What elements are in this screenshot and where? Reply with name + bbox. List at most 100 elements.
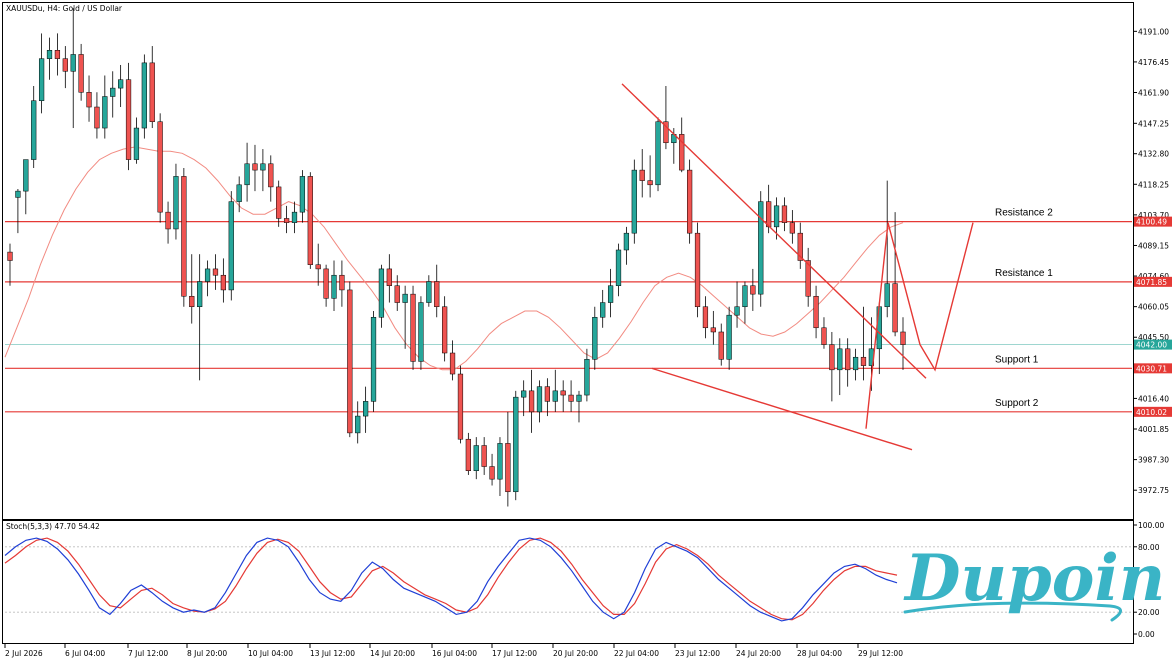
- time-tick-label: 20 Jul 20:00: [553, 649, 598, 658]
- bull-candle: [837, 348, 843, 371]
- bear-candle: [434, 281, 440, 308]
- stoch-title: Stoch(5,3,3) 47.70 54.42: [6, 522, 100, 531]
- bull-candle: [355, 415, 361, 434]
- time-axis: 2 Jul 2026 6 Jul 04:00 7 Jul 12:00 8 Jul 20…: [4, 644, 903, 658]
- bull-candle: [38, 58, 45, 101]
- price-tick-label: 4191.00: [1138, 27, 1169, 36]
- bear-candle: [465, 438, 471, 471]
- price-tick-label: 4118.25: [1138, 180, 1169, 189]
- bear-candle: [394, 285, 400, 303]
- bear-candle: [54, 50, 61, 59]
- level-lines: 4042.00 4100.49 Resistance 2 4071.85 Resista…: [5, 208, 1172, 417]
- bull-candle: [299, 176, 306, 213]
- bull-candle: [742, 285, 748, 308]
- bull-candle: [600, 302, 606, 318]
- price-tick-label: 4103.70: [1138, 211, 1169, 220]
- bear-candle: [805, 260, 811, 297]
- bear-candle: [679, 134, 685, 171]
- bear-candle: [813, 295, 819, 329]
- bear-candle: [544, 386, 551, 402]
- logo-text: Dupoin: [903, 541, 1165, 616]
- lower-wedge-line: [651, 367, 913, 451]
- bear-candle: [449, 352, 456, 375]
- axis-strip: [1133, 2, 1174, 644]
- price-tick-label: 4045.50: [1138, 333, 1169, 342]
- bull-candle: [402, 293, 408, 303]
- bear-candle: [7, 251, 13, 261]
- price-tick-label: 3987.30: [1138, 456, 1169, 465]
- bull-candle: [228, 201, 234, 291]
- level-price-label: 4100.49: [1136, 218, 1167, 227]
- bull-candle: [521, 390, 527, 398]
- bear-candle: [339, 274, 345, 291]
- stoch-signal-line: [4, 537, 898, 621]
- bear-candle: [797, 232, 803, 261]
- bull-candle: [884, 283, 890, 308]
- current-price-tag: [1134, 339, 1172, 350]
- price-tick-label: 4147.25: [1138, 119, 1169, 128]
- stoch-frame: [2, 520, 1134, 644]
- bull-candle: [552, 390, 558, 402]
- bull-candle: [576, 394, 582, 402]
- bear-candle: [410, 293, 416, 362]
- bear-candle: [560, 390, 566, 396]
- bear-candle: [323, 268, 329, 299]
- stoch-tick-label: 100.00: [1138, 521, 1164, 530]
- price-tick-label: 4132.80: [1138, 150, 1169, 159]
- bull-candle: [110, 87, 116, 97]
- time-tick-label: 16 Jul 04:00: [432, 649, 477, 658]
- candles: [7, 8, 906, 507]
- bear-candle: [125, 79, 132, 160]
- bear-candle: [181, 176, 187, 297]
- bull-candle: [615, 249, 622, 286]
- level-price-label: 4030.71: [1136, 364, 1167, 373]
- stochastic-oscillator: 100.00 80.00 20.00 0.00: [4, 521, 1164, 639]
- level-name-label: Support 2: [995, 398, 1039, 409]
- bull-candle: [852, 356, 859, 371]
- bull-candle: [734, 306, 740, 316]
- bear-candle: [647, 180, 653, 186]
- bear-candle: [347, 289, 353, 434]
- stoch-main-line: [4, 537, 898, 622]
- bull-candle: [173, 176, 179, 230]
- bull-candle: [418, 302, 424, 362]
- bull-candle: [197, 281, 203, 308]
- bear-candle: [694, 232, 701, 308]
- bear-candle: [78, 54, 84, 93]
- bull-candle: [584, 359, 590, 396]
- time-tick-label: 7 Jul 12:00: [128, 649, 168, 658]
- bear-candle: [860, 356, 867, 366]
- level-name-label: Resistance 2: [995, 208, 1053, 219]
- bear-candle: [165, 211, 171, 230]
- bear-candle: [212, 268, 219, 276]
- bull-candle: [536, 386, 543, 413]
- level-price-label: 4010.02: [1136, 408, 1167, 417]
- bear-candle: [766, 201, 772, 228]
- bull-candle: [118, 79, 124, 89]
- time-tick-label: 10 Jul 04:00: [248, 649, 293, 658]
- time-tick-label: 13 Jul 12:00: [310, 649, 355, 658]
- bear-candle: [639, 169, 645, 181]
- bear-candle: [829, 344, 835, 371]
- bear-candle: [307, 176, 313, 265]
- bull-candle: [876, 306, 882, 350]
- bear-candle: [528, 390, 535, 413]
- bear-candle: [62, 58, 68, 72]
- level-name-label: Support 1: [995, 354, 1039, 365]
- bear-candle: [718, 331, 724, 360]
- bear-candle: [220, 274, 226, 291]
- dupoin-logo: Dupoin: [903, 541, 1165, 622]
- bear-candle: [149, 62, 155, 122]
- main-chart-frame: [2, 2, 1134, 520]
- bear-candle: [568, 394, 574, 402]
- stoch-tick-label: 0.00: [1138, 630, 1155, 639]
- bull-candle: [758, 201, 764, 295]
- price-tick-label: 3972.75: [1138, 486, 1169, 495]
- bear-candle: [442, 306, 448, 354]
- bull-candle: [102, 96, 108, 129]
- bear-candle: [505, 443, 511, 493]
- bear-candle: [845, 348, 851, 371]
- bull-candle: [46, 50, 53, 59]
- price-tick-label: 4089.15: [1138, 241, 1169, 250]
